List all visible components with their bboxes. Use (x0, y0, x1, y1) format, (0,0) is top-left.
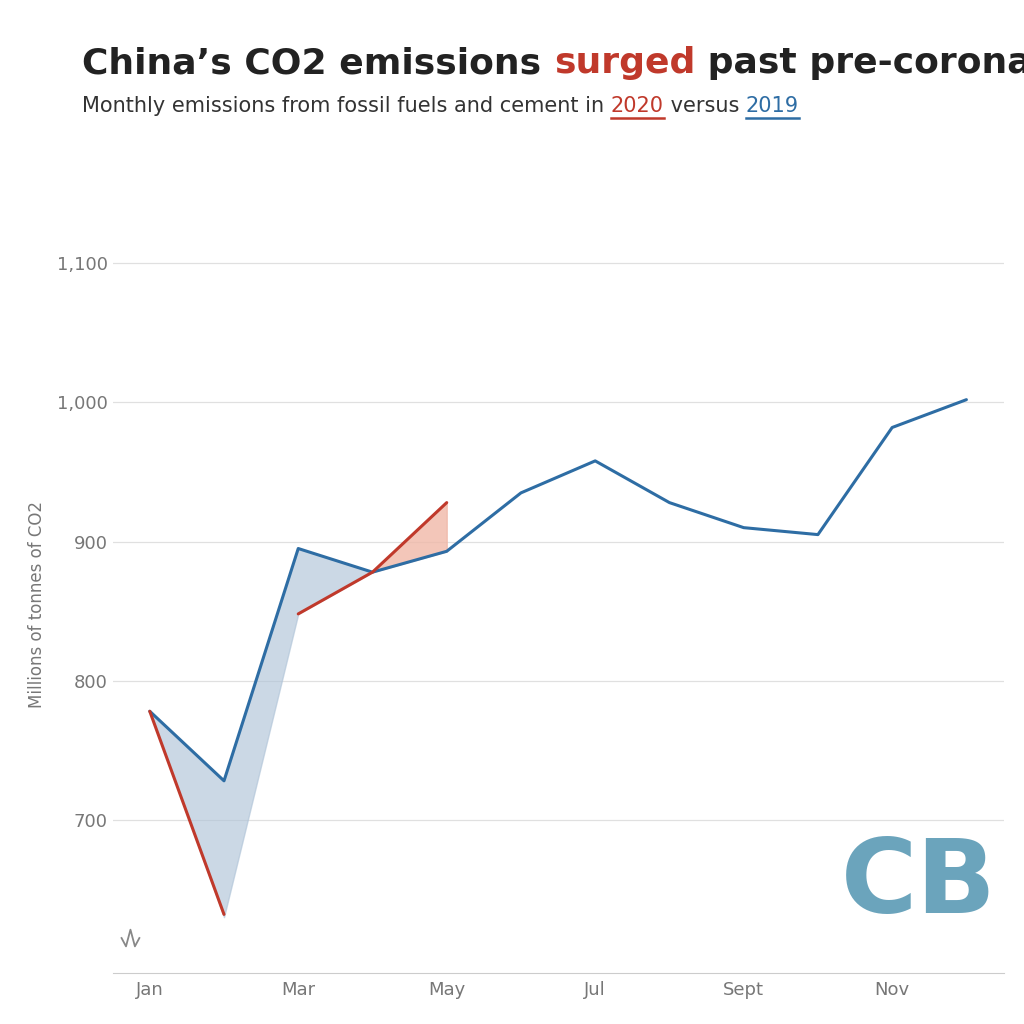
Text: 2020: 2020 (610, 96, 664, 117)
Text: Monthly emissions from fossil fuels and cement in: Monthly emissions from fossil fuels and … (82, 96, 610, 117)
Text: past pre-coronavirus levels in May: past pre-coronavirus levels in May (695, 46, 1024, 80)
Text: 2019: 2019 (745, 96, 799, 117)
Text: CB: CB (841, 834, 996, 935)
Text: versus: versus (664, 96, 745, 117)
Text: surged: surged (554, 46, 695, 80)
Text: China’s CO2 emissions: China’s CO2 emissions (82, 46, 554, 80)
Y-axis label: Millions of tonnes of CO2: Millions of tonnes of CO2 (28, 501, 46, 708)
